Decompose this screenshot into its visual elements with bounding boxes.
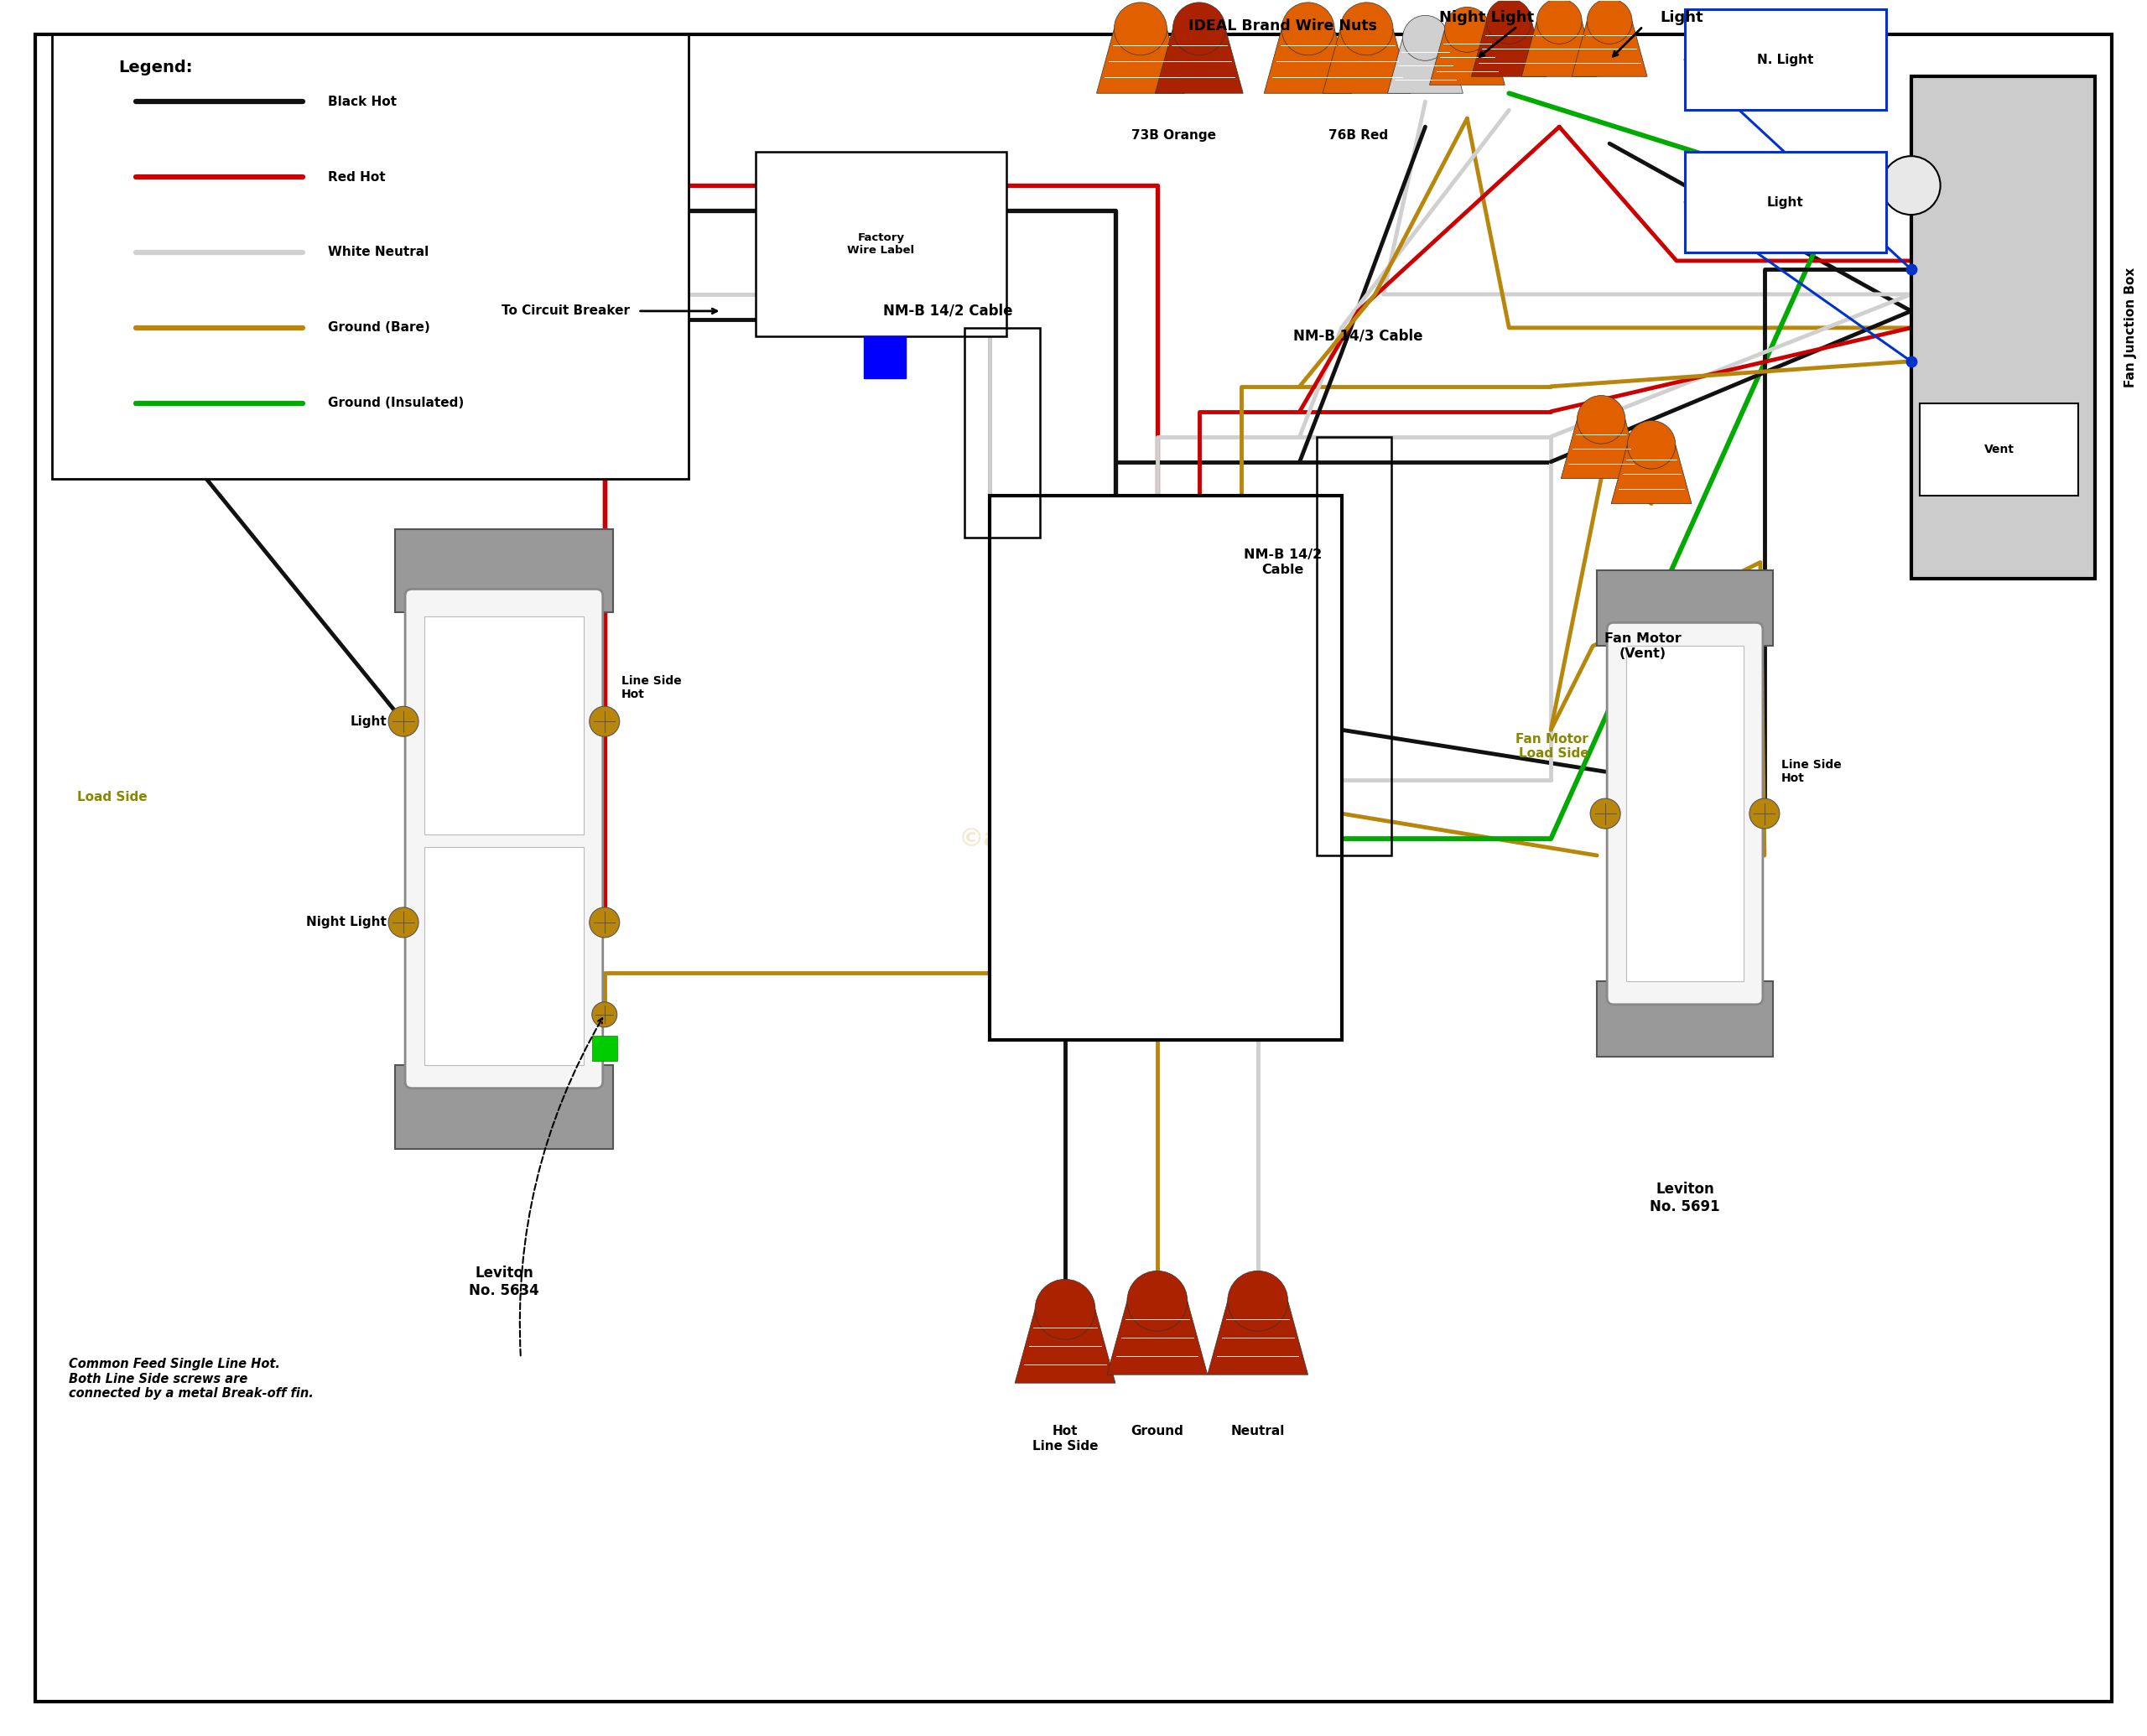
Text: ©ampsnow.com: ©ampsnow.com (960, 826, 1187, 851)
Circle shape (1282, 2, 1335, 56)
Text: Light: Light (1660, 10, 1703, 26)
Text: NM-B 14/2 Cable: NM-B 14/2 Cable (882, 304, 1013, 319)
Text: To Circuit Breaker: To Circuit Breaker (500, 306, 629, 318)
Text: 76B Red: 76B Red (1329, 128, 1389, 141)
Polygon shape (1522, 21, 1597, 76)
Text: Common Feed Single Line Hot.
Both Line Side screws are
connected by a metal Brea: Common Feed Single Line Hot. Both Line S… (69, 1358, 313, 1399)
Text: Leviton
No. 5691: Leviton No. 5691 (1649, 1182, 1720, 1215)
Text: Night Light: Night Light (307, 917, 386, 929)
Circle shape (1340, 2, 1393, 56)
Text: NM-B 14/2
Cable: NM-B 14/2 Cable (1243, 549, 1323, 576)
Text: Light: Light (1767, 196, 1803, 208)
Text: Vent: Vent (1984, 443, 2014, 455)
Bar (425, 616, 584, 835)
Circle shape (1537, 0, 1582, 43)
Bar (1685, 153, 1885, 252)
Bar (1597, 571, 1773, 646)
Polygon shape (1572, 21, 1647, 76)
Bar (593, 1035, 616, 1061)
Bar (1597, 981, 1773, 1057)
Circle shape (1587, 0, 1632, 43)
Circle shape (590, 908, 620, 937)
Circle shape (1127, 1271, 1187, 1332)
Circle shape (590, 707, 620, 736)
Text: Line Side
Hot: Line Side Hot (1782, 759, 1842, 785)
Text: Neutral: Neutral (1230, 1425, 1284, 1437)
Circle shape (1402, 16, 1447, 61)
Circle shape (1172, 2, 1226, 56)
Text: Ground: Ground (1131, 1425, 1183, 1437)
Bar (964, 328, 1039, 536)
Circle shape (1591, 799, 1621, 828)
Bar (395, 529, 612, 613)
Text: Line Side
Hot: Line Side Hot (620, 675, 681, 701)
Text: Legend:: Legend: (118, 59, 193, 76)
Text: Red Hot: Red Hot (328, 170, 386, 184)
Polygon shape (1207, 1300, 1308, 1375)
Text: N. Light: N. Light (1756, 54, 1814, 66)
Polygon shape (1471, 21, 1546, 76)
Text: Black Hot: Black Hot (328, 95, 397, 108)
Text: Fan Motor
(Vent): Fan Motor (Vent) (1604, 632, 1681, 660)
Circle shape (593, 1002, 616, 1028)
Text: Load Side: Load Side (77, 790, 146, 804)
Text: White Neutral: White Neutral (328, 247, 429, 259)
Polygon shape (1561, 420, 1640, 479)
Polygon shape (1430, 30, 1505, 85)
Bar (1316, 437, 1391, 856)
Circle shape (1578, 396, 1625, 444)
Circle shape (1445, 7, 1490, 52)
Text: Fan Motor
Load Side: Fan Motor Load Side (1516, 733, 1589, 760)
Circle shape (1881, 156, 1941, 215)
Text: Night Light: Night Light (1438, 10, 1535, 26)
Text: Fan Junction Box: Fan Junction Box (2126, 267, 2136, 387)
Polygon shape (1108, 1300, 1207, 1375)
Text: Light: Light (350, 715, 386, 727)
Circle shape (389, 908, 419, 937)
Bar (756, 153, 1007, 337)
Text: Ground (Bare): Ground (Bare) (328, 321, 429, 333)
Bar (425, 847, 584, 1064)
Text: NM-B 14/3 Cable: NM-B 14/3 Cable (1292, 328, 1423, 344)
Text: Leviton
No. 5634: Leviton No. 5634 (468, 1266, 539, 1299)
Text: IDEAL Brand Wire Nuts: IDEAL Brand Wire Nuts (1189, 19, 1376, 33)
Polygon shape (1155, 30, 1243, 94)
Polygon shape (1097, 30, 1185, 94)
FancyBboxPatch shape (1606, 623, 1763, 1005)
Bar (395, 1064, 612, 1149)
Polygon shape (1323, 30, 1411, 94)
Bar (863, 337, 906, 378)
Bar (52, 35, 689, 479)
Polygon shape (1016, 1309, 1116, 1384)
Text: Hot
Line Side: Hot Line Side (1033, 1425, 1097, 1451)
FancyBboxPatch shape (406, 589, 603, 1088)
Circle shape (389, 707, 419, 736)
Circle shape (1035, 1279, 1095, 1340)
Circle shape (1114, 2, 1166, 56)
Polygon shape (1387, 38, 1462, 94)
Bar (1911, 76, 2095, 580)
Circle shape (1627, 420, 1675, 469)
Bar (1625, 646, 1743, 981)
Bar (990, 495, 1342, 1040)
Text: 73B Orange: 73B Orange (1131, 128, 1217, 141)
Polygon shape (1265, 30, 1353, 94)
Text: Factory
Wire Label: Factory Wire Label (848, 233, 915, 255)
Circle shape (1228, 1271, 1288, 1332)
Bar (1685, 9, 1885, 109)
Circle shape (1750, 799, 1780, 828)
Circle shape (1486, 0, 1531, 43)
Text: Ground (Insulated): Ground (Insulated) (328, 398, 464, 410)
Polygon shape (1610, 444, 1692, 503)
Bar (1919, 403, 2078, 495)
